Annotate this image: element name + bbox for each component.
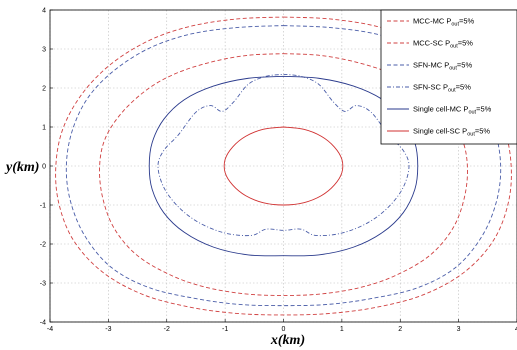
y-tick-label: -3	[40, 281, 46, 288]
y-tick-label: -4	[40, 320, 46, 327]
x-tick-labels: -4 -3 -2 -1 0 1 2 3 4	[47, 326, 517, 333]
y-tick-label: 3	[42, 47, 46, 54]
x-tick-label: -3	[105, 326, 111, 333]
y-tick-label: -1	[40, 203, 46, 210]
legend: MCC-MC Pout=5% MCC-SC Pout=5% SFN-MC Pout=…	[380, 9, 517, 145]
legend-entry-label: MCC-SC Pout=5%	[413, 39, 473, 50]
y-tick-label: 1	[42, 125, 46, 132]
series-curve-4	[157, 73, 410, 237]
y-tick-label: -2	[40, 242, 46, 249]
x-tick-label: 0	[282, 326, 286, 333]
legend-box	[380, 9, 517, 145]
plot-frame	[49, 9, 517, 323]
legend-entry-label: Single cell-MC Pout=5%	[413, 105, 492, 116]
legend-entry-label: MCC-MC Pout=5%	[413, 17, 475, 28]
y-tick-label: 0	[42, 164, 46, 171]
y-tick-label: 4	[42, 8, 46, 15]
x-tick-label: 1	[340, 326, 344, 333]
y-tick-labels: -4 -3 -2 -1 0 1 2 3 4	[40, 8, 46, 327]
x-tick-label: -4	[47, 326, 53, 333]
legend-entry-label: SFN-MC Pout=5%	[413, 61, 472, 72]
series-curve-6	[223, 126, 344, 206]
x-tick-label: -2	[164, 326, 170, 333]
x-axis-label: x(km)	[270, 333, 305, 348]
x-tick-label: 2	[398, 326, 402, 333]
x-tick-label: 4	[515, 326, 517, 333]
x-tick-label: -1	[222, 326, 228, 333]
y-axis-label: y(km)	[4, 160, 39, 175]
legend-entry-label: SFN-SC Pout=5%	[413, 83, 471, 94]
legend-entry-label: Single cell-SC Pout=5%	[413, 127, 490, 138]
y-tick-label: 2	[42, 86, 46, 93]
x-tick-label: 3	[457, 326, 461, 333]
